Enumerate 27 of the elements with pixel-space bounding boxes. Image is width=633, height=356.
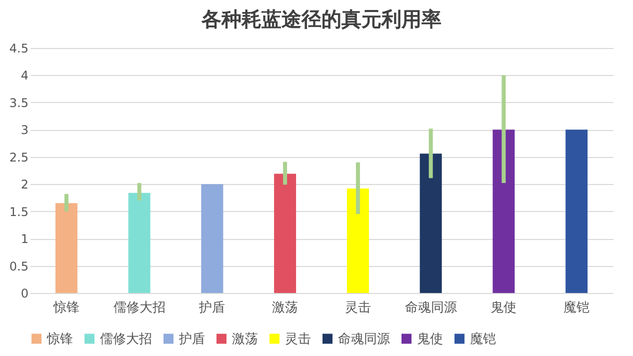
x-tick-label: 儒修大招 xyxy=(113,300,166,316)
x-tick-label: 惊锋 xyxy=(52,300,80,316)
y-tick-label: 4.5 xyxy=(9,42,28,56)
y-tick-label: 2 xyxy=(20,178,28,192)
legend-label: 激荡 xyxy=(232,332,258,347)
legend-label: 鬼使 xyxy=(417,332,443,347)
x-tick-label: 激荡 xyxy=(272,300,298,316)
legend-label: 命魂同源 xyxy=(338,332,390,347)
legend-label: 儒修大招 xyxy=(100,332,152,347)
y-tick-label: 1 xyxy=(20,232,28,246)
legend-label: 灵击 xyxy=(285,332,311,347)
y-tick-label: 1.5 xyxy=(9,204,28,219)
y-tick-label: 4 xyxy=(20,68,28,83)
x-tick-label: 护盾 xyxy=(198,300,226,316)
y-tick-label: 3 xyxy=(20,123,28,138)
legend-label: 惊锋 xyxy=(46,330,73,347)
legend-label: 护盾 xyxy=(178,332,205,347)
x-tick-label: 魔铠 xyxy=(564,300,590,316)
y-tick-label: 0.5 xyxy=(9,259,28,274)
y-tick-label: 3.5 xyxy=(9,96,28,110)
y-tick-label: 2.5 xyxy=(9,150,28,164)
legend-label: 魔铠 xyxy=(470,332,496,347)
x-tick-label: 鬼使 xyxy=(490,300,517,316)
y-tick-label: 0 xyxy=(20,286,28,300)
chart-title: 各种耗蓝途径的真元利用率 xyxy=(200,7,442,31)
x-tick-label: 灵击 xyxy=(344,300,371,316)
x-tick-label: 命魂同源 xyxy=(404,300,457,316)
